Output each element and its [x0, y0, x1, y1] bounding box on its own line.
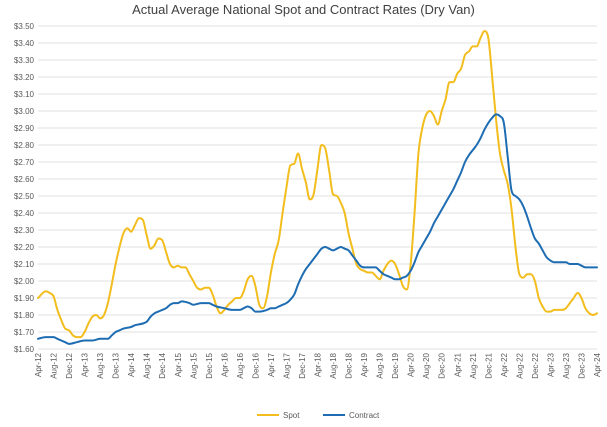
y-tick-label: $3.50 — [14, 22, 35, 31]
x-tick-label: Dec-16 — [251, 352, 260, 378]
x-tick-label: Aug-17 — [282, 352, 291, 378]
y-tick-label: $3.30 — [14, 56, 35, 65]
x-tick-label: Dec-20 — [438, 352, 447, 378]
legend: Spot Contract — [257, 411, 380, 420]
series-lines — [37, 30, 598, 345]
x-tick-label: Aug-15 — [189, 352, 198, 378]
x-tick-label: Dec-15 — [205, 352, 214, 378]
x-axis-tick-labels: Apr-12 Aug-12 Dec-12 Apr-13 Aug-13 Dec-13 Apr-… — [34, 352, 602, 378]
x-tick-label: Dec-18 — [345, 352, 354, 378]
x-tick-label: Apr-22 — [500, 352, 509, 377]
x-tick-label: Aug-12 — [50, 352, 59, 378]
x-tick-label: Dec-17 — [298, 352, 307, 378]
y-tick-label: $3.40 — [14, 39, 35, 48]
y-tick-label: $2.80 — [14, 141, 35, 150]
x-tick-label: Dec-19 — [391, 352, 400, 378]
series-line-contract — [37, 113, 598, 345]
x-tick-label: Apr-24 — [593, 352, 602, 377]
x-tick-label: Apr-12 — [34, 352, 43, 377]
legend-item-spot: Spot — [257, 411, 300, 420]
y-tick-label: $2.70 — [14, 158, 35, 167]
y-tick-label: $2.60 — [14, 175, 35, 184]
y-tick-label: $2.10 — [14, 260, 35, 269]
y-tick-label: $1.60 — [14, 345, 35, 354]
x-tick-label: Dec-13 — [112, 352, 121, 378]
y-axis-tick-labels: $1.60 $1.70 $1.80 $1.90 $2.00 $2.10 $2.20 $2.30… — [14, 22, 35, 354]
x-tick-label: Dec-12 — [65, 352, 74, 378]
y-tick-label: $2.00 — [14, 277, 35, 286]
x-tick-label: Aug-16 — [236, 352, 245, 378]
x-tick-label: Apr-16 — [220, 352, 229, 377]
x-tick-label: Apr-18 — [314, 352, 323, 377]
y-tick-label: $2.30 — [14, 226, 35, 235]
x-tick-label: Dec-22 — [531, 352, 540, 378]
legend-label: Contract — [349, 411, 380, 420]
y-tick-label: $1.80 — [14, 311, 35, 320]
y-tick-label: $3.00 — [14, 107, 35, 116]
x-tick-label: Dec-14 — [158, 352, 167, 378]
legend-item-contract: Contract — [323, 411, 380, 420]
y-tick-label: $3.20 — [14, 73, 35, 82]
y-tick-label: $2.90 — [14, 124, 35, 133]
gridlines — [38, 25, 597, 350]
y-tick-label: $2.50 — [14, 192, 35, 201]
x-tick-label: Apr-14 — [127, 352, 136, 377]
x-tick-label: Aug-14 — [143, 352, 152, 378]
x-tick-label: Aug-19 — [376, 352, 385, 378]
x-tick-label: Apr-21 — [453, 352, 462, 377]
x-tick-label: Apr-23 — [546, 352, 555, 377]
y-tick-label: $1.70 — [14, 328, 35, 337]
y-tick-label: $3.10 — [14, 90, 35, 99]
x-tick-label: Apr-15 — [174, 352, 183, 377]
x-tick-label: Aug-20 — [422, 352, 431, 378]
x-tick-label: Dec-23 — [577, 352, 586, 378]
chart-title: Actual Average National Spot and Contrac… — [132, 2, 475, 17]
y-tick-label: $1.90 — [14, 294, 35, 303]
x-tick-label: Aug-18 — [329, 352, 338, 378]
x-tick-label: Aug-22 — [515, 352, 524, 378]
series-line-spot — [37, 30, 598, 339]
y-tick-label: $2.40 — [14, 209, 35, 218]
x-tick-label: Apr-20 — [407, 352, 416, 377]
x-tick-label: Aug-23 — [562, 352, 571, 378]
y-tick-label: $2.20 — [14, 243, 35, 252]
x-tick-label: Apr-17 — [267, 352, 276, 377]
x-tick-label: Dec-21 — [484, 352, 493, 378]
x-tick-label: Apr-13 — [81, 352, 90, 377]
legend-label: Spot — [283, 411, 300, 420]
x-tick-label: Apr-19 — [360, 352, 369, 377]
x-tick-label: Aug-21 — [469, 352, 478, 378]
x-tick-label: Aug-13 — [96, 352, 105, 378]
